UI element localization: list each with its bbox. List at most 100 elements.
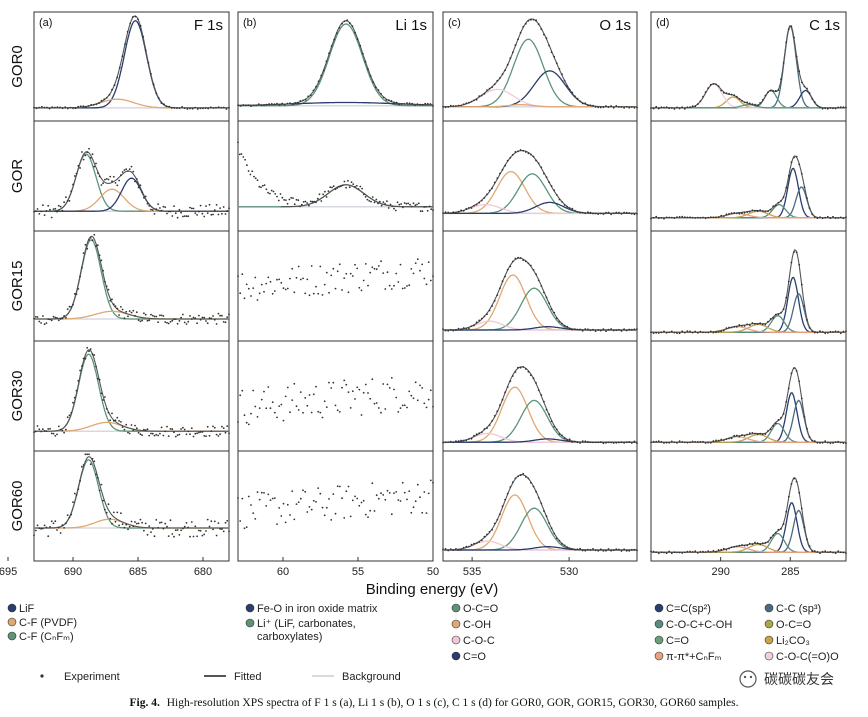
experiment-point	[56, 433, 58, 436]
experiment-point	[213, 426, 216, 429]
experiment-point	[527, 477, 530, 480]
experiment-point	[345, 272, 348, 275]
experiment-point	[128, 168, 131, 171]
experiment-point	[252, 512, 255, 514]
experiment-point	[65, 316, 67, 319]
experiment-point	[66, 514, 69, 516]
legend-item-d-0: C=C(sp²)	[654, 603, 711, 615]
experiment-point	[249, 173, 252, 176]
experiment-point	[81, 465, 83, 468]
experiment-point	[702, 550, 704, 553]
x-tick-label: 290	[711, 566, 729, 578]
experiment-point	[157, 203, 160, 206]
experiment-point	[386, 489, 389, 492]
experiment-point	[702, 95, 704, 98]
experiment-point	[795, 251, 798, 254]
experiment-point	[620, 550, 623, 552]
experiment-point	[104, 396, 106, 398]
experiment-point	[561, 434, 563, 437]
experiment-point	[412, 272, 415, 275]
row-label-gor60: GOR60	[9, 481, 26, 532]
experiment-point	[341, 184, 344, 187]
experiment-point	[276, 416, 278, 419]
experiment-point	[524, 476, 527, 478]
experiment-point	[162, 315, 165, 317]
experiment-point	[210, 520, 213, 523]
experiment-point	[511, 260, 514, 263]
experiment-point	[220, 106, 223, 109]
experiment-point	[215, 534, 218, 537]
experiment-point	[199, 431, 202, 433]
experiment-point	[421, 103, 424, 106]
experiment-point	[704, 442, 707, 444]
experiment-point	[795, 55, 798, 58]
experiment-point	[824, 550, 827, 553]
subplot-b-GOR	[237, 120, 434, 232]
experiment-point	[803, 186, 806, 189]
experiment-point	[795, 480, 798, 483]
experiment-point	[176, 529, 179, 531]
experiment-point	[842, 330, 845, 333]
experiment-point	[224, 521, 227, 524]
experiment-point	[563, 324, 566, 327]
experiment-point	[842, 442, 845, 444]
experiment-point	[657, 332, 660, 334]
experiment-point	[304, 397, 307, 399]
experiment-point	[678, 107, 681, 110]
experiment-point	[743, 434, 746, 437]
experiment-point	[254, 276, 257, 279]
experiment-point	[368, 200, 371, 202]
legend-swatch	[7, 617, 17, 627]
experiment-point	[329, 186, 332, 189]
experiment-point	[665, 106, 668, 108]
experiment-point	[174, 212, 177, 215]
experiment-point	[707, 331, 710, 334]
experiment-point	[756, 542, 759, 545]
experiment-point	[87, 105, 90, 107]
subplot-c-GOR60	[442, 450, 638, 562]
experiment-point	[462, 546, 465, 549]
experiment-point	[297, 501, 300, 503]
experiment-point	[592, 548, 594, 550]
experiment-point	[393, 101, 395, 104]
experiment-point	[278, 278, 281, 281]
experiment-point	[388, 284, 391, 287]
experiment-point	[143, 428, 145, 431]
experiment-point	[86, 453, 89, 456]
experiment-point	[107, 178, 110, 181]
experiment-point	[299, 391, 302, 393]
experiment-point	[310, 411, 313, 414]
experiment-point	[816, 217, 819, 220]
experiment-point	[735, 545, 738, 548]
experiment-point	[85, 106, 87, 109]
experiment-point	[299, 278, 302, 281]
experiment-point	[341, 289, 343, 291]
experiment-point	[777, 89, 780, 91]
experiment-point	[273, 103, 276, 106]
experiment-point	[522, 366, 525, 368]
experiment-point	[308, 204, 310, 207]
subplot-d-GOR0	[650, 11, 847, 122]
experiment-point	[449, 548, 452, 550]
experiment-point	[93, 460, 96, 463]
experiment-point	[157, 434, 160, 437]
experiment-point	[722, 215, 725, 218]
experiment-point	[581, 549, 584, 552]
experiment-point	[707, 441, 710, 444]
legend-label: C=O	[463, 651, 486, 663]
experiment-point	[725, 548, 728, 551]
experiment-point	[702, 440, 704, 443]
experiment-point	[45, 526, 48, 529]
experiment-point	[187, 526, 190, 529]
experiment-point	[52, 208, 55, 211]
experiment-point	[837, 330, 840, 333]
experiment-point	[386, 200, 388, 203]
experiment-point	[478, 432, 481, 435]
experiment-point	[36, 208, 39, 210]
experiment-point	[470, 325, 473, 327]
experiment-point	[120, 421, 122, 423]
experiment-point	[322, 193, 324, 196]
experiment-point	[54, 207, 57, 210]
experiment-point	[800, 397, 803, 400]
experiment-point	[96, 377, 99, 380]
